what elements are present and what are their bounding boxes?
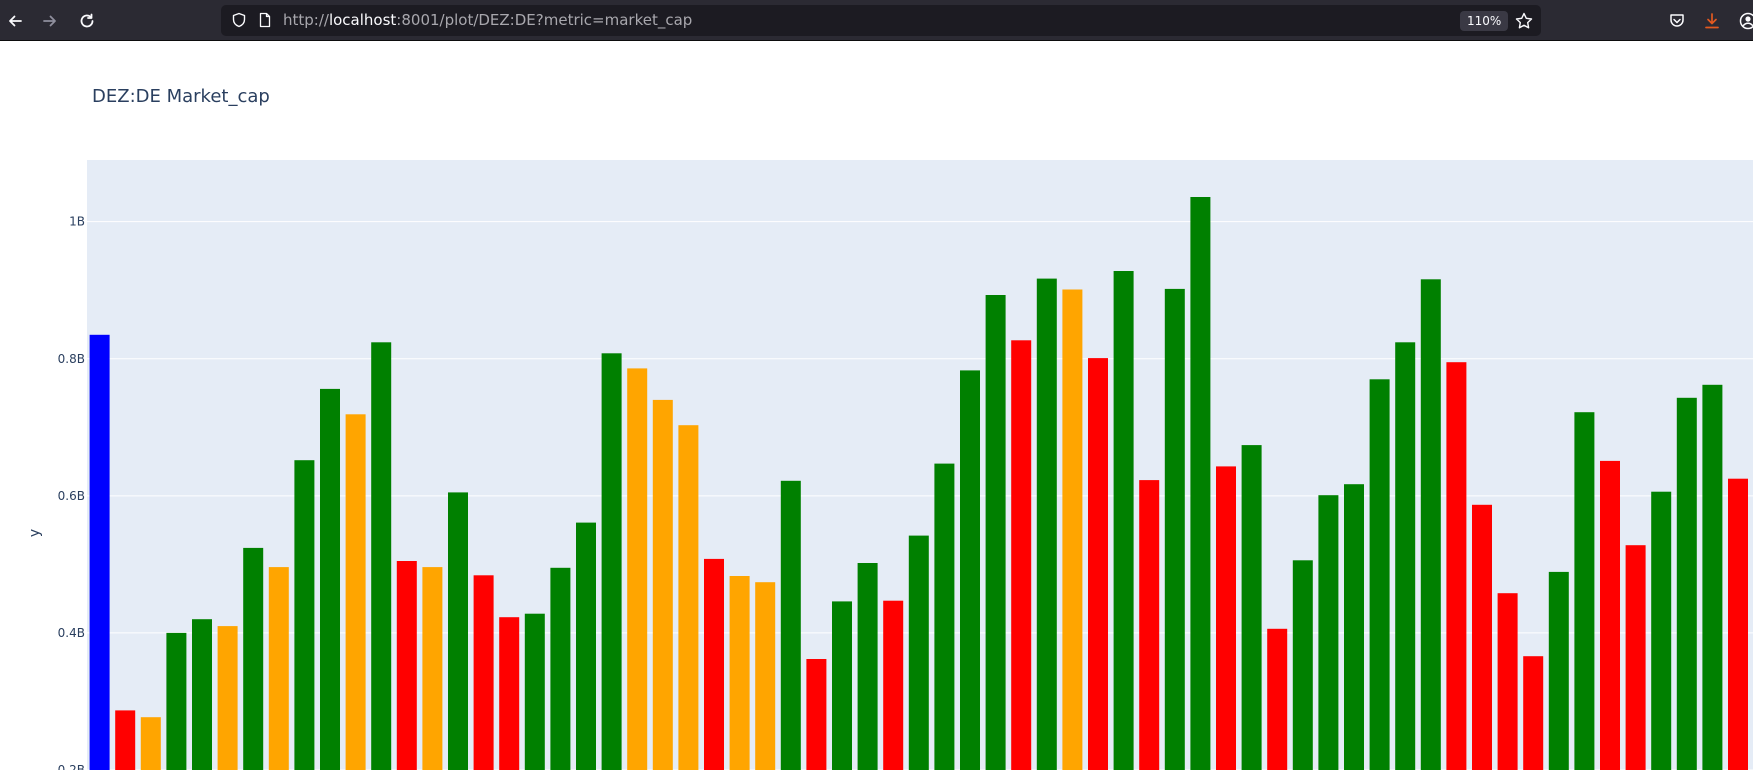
bar[interactable] [576, 522, 596, 770]
bar[interactable] [1344, 484, 1364, 770]
y-axis-title: y [27, 529, 43, 537]
bar[interactable] [1190, 197, 1211, 770]
bar[interactable] [1088, 358, 1108, 770]
back-arrow-icon [9, 15, 22, 27]
bar[interactable] [396, 561, 417, 770]
bar[interactable] [1395, 342, 1416, 770]
bar[interactable] [883, 600, 904, 770]
bar[interactable] [857, 563, 878, 770]
bar[interactable] [1420, 279, 1441, 770]
url-host: localhost [328, 11, 397, 29]
bar[interactable] [166, 632, 187, 770]
bar[interactable] [550, 567, 571, 770]
bar[interactable] [1113, 271, 1134, 770]
y-tick-label: 0.8B [58, 352, 85, 366]
bar[interactable] [985, 295, 1006, 770]
bar[interactable] [1497, 593, 1518, 770]
bar[interactable] [1600, 460, 1620, 770]
reload-button[interactable] [72, 6, 102, 36]
bar[interactable] [1702, 384, 1723, 770]
bar[interactable] [499, 617, 520, 770]
bar[interactable] [1369, 379, 1390, 770]
url-path: :8001/plot/DEZ:DE?metric=market_cap [396, 11, 693, 29]
bar[interactable] [1574, 412, 1595, 770]
bar[interactable] [1062, 289, 1083, 770]
bar[interactable] [780, 480, 801, 770]
bar[interactable] [320, 388, 340, 770]
bar[interactable] [1651, 491, 1672, 770]
pocket-icon [1670, 14, 1684, 27]
account-button[interactable] [1736, 9, 1753, 33]
bar[interactable] [806, 659, 827, 770]
pocket-button[interactable] [1665, 9, 1689, 33]
bar[interactable] [1318, 495, 1339, 770]
bar[interactable] [1625, 545, 1646, 770]
bar[interactable] [345, 414, 366, 770]
url-scheme: http:// [283, 11, 329, 29]
bar[interactable] [1036, 278, 1057, 770]
bar[interactable] [1241, 445, 1262, 770]
bar[interactable] [473, 575, 494, 770]
y-tick-label: 0.2B [58, 763, 85, 770]
bar[interactable] [1267, 628, 1288, 770]
bar[interactable] [627, 368, 648, 770]
chart-title: DEZ:DE Market_cap [92, 86, 270, 107]
bar[interactable] [243, 547, 264, 770]
star-icon[interactable] [1514, 11, 1534, 31]
bar[interactable] [448, 492, 468, 770]
url-bar[interactable]: http://localhost:8001/plot/DEZ:DE?metric… [221, 5, 1541, 36]
reload-icon [80, 13, 94, 28]
bar[interactable] [1011, 340, 1032, 770]
bar[interactable] [729, 576, 750, 770]
bar[interactable] [217, 626, 238, 770]
bar[interactable] [1292, 560, 1313, 770]
forward-button[interactable] [35, 6, 65, 36]
bar[interactable] [960, 370, 980, 770]
bar[interactable] [755, 582, 776, 770]
bar[interactable] [524, 613, 545, 770]
y-axis-ticks: 0.2B 0.4B 0.6B 0.8B 1B [58, 215, 85, 770]
bar[interactable] [652, 399, 673, 770]
bars [89, 197, 1748, 770]
bar[interactable] [704, 558, 724, 770]
bar[interactable] [601, 353, 622, 770]
shield-icon[interactable] [231, 12, 247, 28]
y-tick-label: 0.4B [58, 626, 85, 640]
bar[interactable] [1523, 656, 1544, 770]
bar[interactable] [1472, 504, 1492, 770]
bar[interactable] [1728, 478, 1748, 770]
y-tick-label: 0.6B [58, 489, 85, 503]
y-tick-label: 1B [69, 215, 85, 229]
bar[interactable] [294, 460, 315, 770]
bar[interactable] [832, 601, 852, 770]
bar[interactable] [89, 334, 110, 770]
bar[interactable] [1139, 480, 1160, 770]
bar[interactable] [1216, 466, 1236, 770]
account-icon [1739, 12, 1753, 30]
bar[interactable] [678, 425, 699, 770]
page-icon[interactable] [257, 12, 273, 28]
download-icon [1705, 13, 1719, 29]
downloads-button[interactable] [1700, 9, 1724, 33]
bar[interactable] [1164, 288, 1185, 770]
bar[interactable] [1548, 571, 1569, 770]
url-text[interactable]: http://localhost:8001/plot/DEZ:DE?metric… [283, 5, 692, 36]
bar[interactable] [934, 463, 955, 770]
bar[interactable] [908, 535, 929, 770]
bar[interactable] [268, 567, 289, 770]
bar[interactable] [115, 710, 136, 770]
bar[interactable] [422, 567, 443, 770]
bar[interactable] [1446, 362, 1467, 770]
bar[interactable] [371, 342, 392, 770]
back-button[interactable] [0, 6, 30, 36]
zoom-level-badge[interactable]: 110% [1460, 11, 1509, 31]
bar[interactable] [192, 619, 212, 770]
bar[interactable] [1676, 397, 1697, 770]
forward-arrow-icon [43, 15, 56, 27]
bar[interactable] [140, 717, 161, 770]
browser-toolbar: http://localhost:8001/plot/DEZ:DE?metric… [0, 0, 1753, 41]
